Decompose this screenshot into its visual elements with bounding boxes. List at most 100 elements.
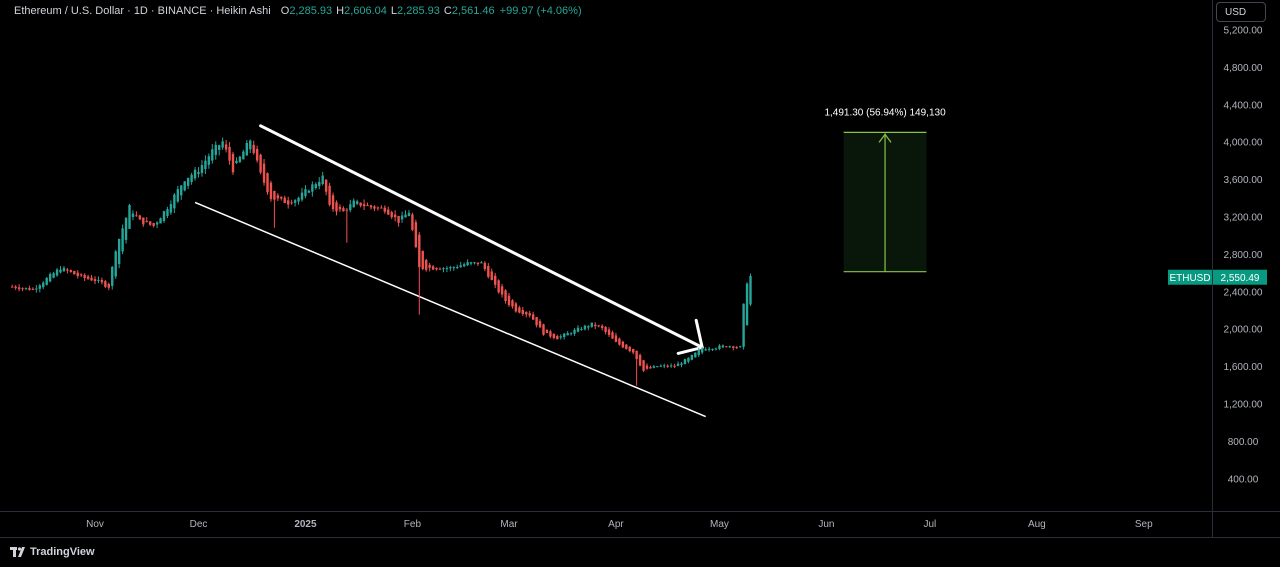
candle-body [324, 179, 328, 192]
candle-body [335, 202, 338, 212]
candle-body [142, 217, 145, 225]
candle-body [218, 145, 221, 150]
candle-body [255, 148, 259, 161]
candle-body [273, 190, 276, 200]
candle-body [407, 212, 411, 217]
candle-body [573, 329, 576, 334]
x-tick-label: Mar [500, 519, 518, 530]
candle-body [483, 262, 487, 270]
y-tick-label: 4,800.00 [1224, 63, 1263, 74]
candle-body [73, 271, 76, 275]
candle-body [390, 212, 393, 218]
candle-body [625, 344, 628, 350]
candle-body [352, 200, 355, 208]
candle-body [611, 332, 614, 339]
candle-body [42, 282, 45, 288]
candle-body [276, 195, 280, 199]
candle-body [204, 160, 207, 170]
candle-body [31, 289, 35, 291]
candle-body [445, 268, 449, 270]
candle-body [449, 267, 452, 269]
candle-body [293, 200, 297, 203]
x-tick-label: Aug [1028, 519, 1046, 530]
x-tick-label: Jul [924, 519, 937, 530]
candle-body [442, 268, 445, 270]
y-tick-label: 4,400.00 [1224, 100, 1263, 111]
channel-upper-trendline[interactable] [259, 124, 704, 349]
candle-body [100, 279, 104, 283]
candle-body [59, 269, 62, 273]
candle-body [45, 277, 48, 285]
candle-body [400, 215, 404, 220]
candle-body [138, 215, 142, 220]
low-value: 2,285.93 [397, 5, 440, 17]
candle-body [300, 192, 304, 200]
open-value: 2,285.93 [289, 5, 333, 17]
candle-body [414, 222, 418, 248]
candle-body [559, 336, 562, 338]
candle-body [342, 208, 345, 212]
candle-body [362, 204, 366, 207]
y-tick-label: 1,600.00 [1224, 362, 1263, 373]
candle-body [114, 251, 117, 277]
candle-body [200, 165, 204, 173]
x-tick-label: Sep [1135, 519, 1153, 530]
candle-body [259, 154, 262, 173]
currency-button[interactable]: USD [1216, 2, 1266, 22]
candle-body [490, 271, 493, 280]
candle-body [135, 215, 138, 217]
candle-body [48, 274, 52, 282]
channel-lower-trendline[interactable] [194, 201, 706, 418]
candle-body [69, 270, 73, 272]
low-label: L [390, 5, 398, 17]
open-label: O [280, 5, 290, 17]
tradingview-brand[interactable]: TradingView [10, 546, 95, 558]
candle-body [397, 215, 400, 223]
candle-body [663, 365, 666, 367]
candle-body [694, 352, 697, 358]
candle-body [55, 269, 59, 276]
candle-body [269, 182, 273, 200]
y-tick-label: 2,000.00 [1224, 325, 1263, 336]
candle-body [738, 346, 742, 348]
candle-body [459, 265, 462, 268]
candle-body [318, 181, 321, 187]
candle-body [162, 211, 166, 221]
symbol-title[interactable]: Ethereum / U.S. Dollar · 1D · BINANCE · … [14, 5, 271, 17]
candle-body [718, 345, 721, 349]
candle-body [21, 288, 24, 290]
candle-body [387, 209, 390, 215]
candle-body [86, 276, 90, 279]
candle-body [604, 326, 607, 333]
candle-body [97, 279, 100, 281]
candle-body [652, 366, 656, 368]
candle-body [297, 197, 300, 202]
candle-body [566, 333, 569, 336]
candle-body [14, 286, 17, 289]
candle-body [345, 209, 349, 211]
candle-body [193, 169, 197, 179]
candle-body [656, 366, 659, 368]
candle-body [632, 348, 635, 353]
brand-label: TradingView [30, 546, 95, 558]
y-tick-label: 400.00 [1228, 474, 1259, 485]
candle-body [735, 347, 738, 349]
candle-body [462, 264, 466, 267]
candle-body [587, 326, 590, 328]
candle-body [549, 331, 552, 337]
candle-body [93, 279, 97, 281]
candle-body [231, 153, 235, 173]
candle-body [518, 307, 521, 313]
candle-body [745, 283, 749, 326]
candle-body [497, 280, 500, 293]
candle-body [80, 274, 83, 276]
candle-body [473, 262, 476, 264]
candle-body [145, 220, 148, 222]
candle-body [649, 367, 652, 369]
candle-body [525, 312, 528, 315]
candle-body [428, 264, 431, 268]
candle-body [431, 266, 435, 270]
candle-body [393, 214, 397, 218]
candle-body [104, 281, 107, 287]
